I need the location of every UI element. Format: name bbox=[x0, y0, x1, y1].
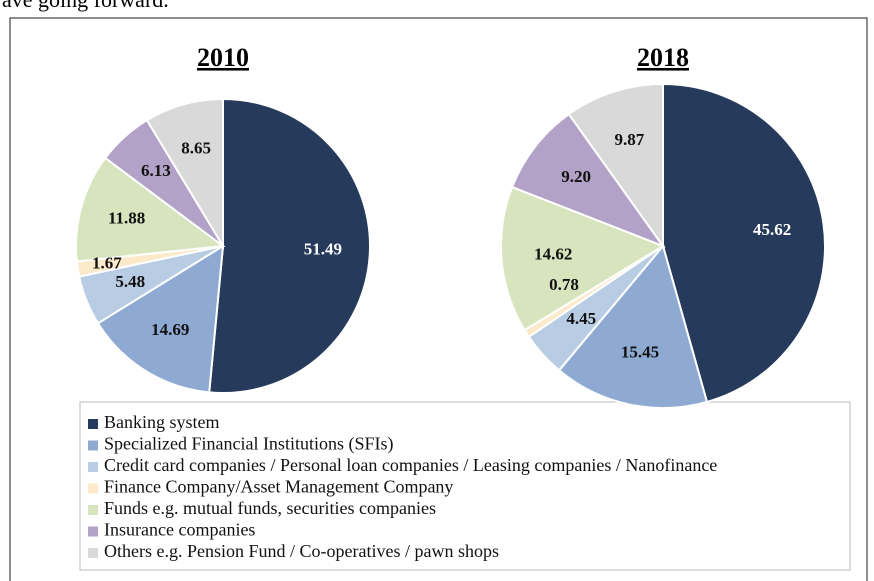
pie-slice bbox=[662, 82, 826, 404]
data-label: 0.78 bbox=[549, 275, 579, 294]
legend-swatch bbox=[88, 505, 98, 515]
pie-slice bbox=[208, 97, 371, 394]
data-label: 11.88 bbox=[108, 208, 145, 227]
pie-slice bbox=[557, 243, 709, 409]
legend-label: Insurance companies bbox=[104, 520, 255, 540]
data-label: 15.45 bbox=[621, 343, 659, 362]
legend-label: Credit card companies / Personal loan co… bbox=[104, 455, 717, 475]
legend-label: Finance Company/Asset Management Company bbox=[104, 477, 453, 497]
data-label: 51.49 bbox=[304, 240, 342, 259]
legend-swatch bbox=[88, 440, 98, 451]
legend-swatch bbox=[88, 526, 98, 537]
header-fragment: ave going forward. bbox=[2, 0, 169, 12]
data-label: 9.20 bbox=[561, 167, 591, 186]
data-label: 9.87 bbox=[615, 130, 645, 149]
legend-swatch bbox=[88, 419, 98, 429]
frame bbox=[9, 17, 868, 581]
pie-slice bbox=[96, 244, 225, 394]
data-label: 8.65 bbox=[181, 139, 211, 158]
legend-swatch bbox=[88, 462, 98, 472]
legend-label: Funds e.g. mutual funds, securities comp… bbox=[104, 498, 436, 518]
pie-slice bbox=[145, 97, 224, 250]
chart-title: 2010 bbox=[197, 43, 249, 72]
pie-slice bbox=[567, 82, 664, 250]
data-label: 14.69 bbox=[151, 320, 189, 339]
legend-label: Banking system bbox=[104, 412, 220, 432]
data-label: 1.67 bbox=[92, 253, 122, 272]
data-label: 14.62 bbox=[534, 244, 572, 263]
legend-box bbox=[79, 401, 851, 571]
chart-title: 2018 bbox=[637, 43, 689, 72]
legend-swatch bbox=[88, 548, 98, 558]
pie-slice bbox=[510, 112, 666, 249]
data-label: 4.45 bbox=[566, 309, 596, 328]
pie-slice bbox=[500, 185, 666, 332]
legend-label: Specialized Financial Institutions (SFIs… bbox=[104, 434, 393, 455]
legend-swatch bbox=[88, 483, 98, 494]
data-label: 5.48 bbox=[115, 272, 145, 291]
data-label: 45.62 bbox=[753, 220, 791, 239]
legend-label: Others e.g. Pension Fund / Co-operatives… bbox=[104, 541, 499, 561]
pie-slice bbox=[75, 156, 226, 263]
data-label: 6.13 bbox=[141, 161, 171, 180]
